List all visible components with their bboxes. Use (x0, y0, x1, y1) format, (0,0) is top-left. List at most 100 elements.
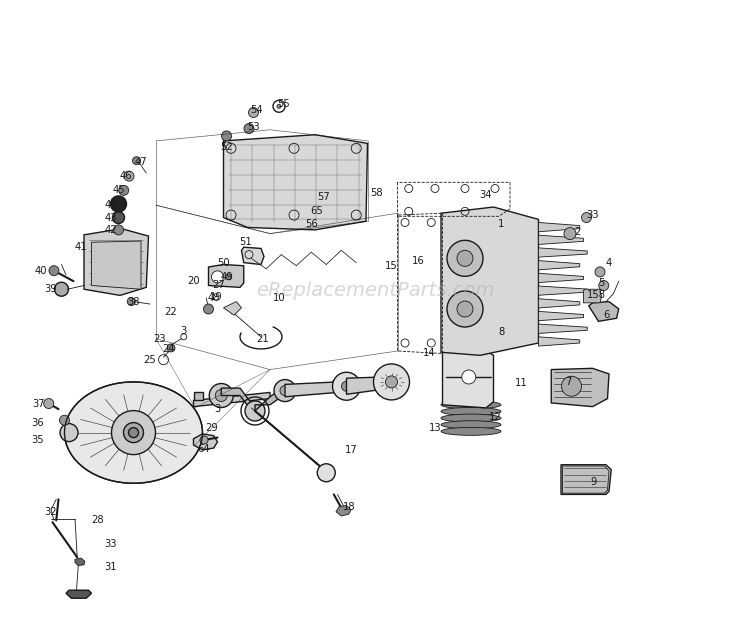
Circle shape (386, 376, 398, 388)
Circle shape (332, 372, 361, 400)
Text: 51: 51 (240, 237, 252, 247)
Ellipse shape (441, 407, 501, 415)
Text: 65: 65 (310, 206, 323, 216)
Ellipse shape (441, 428, 501, 435)
Polygon shape (336, 506, 351, 516)
Text: 48: 48 (208, 293, 220, 303)
Text: 4: 4 (606, 258, 612, 268)
Polygon shape (551, 368, 609, 407)
Polygon shape (224, 135, 368, 230)
Text: 15: 15 (386, 261, 398, 271)
Circle shape (44, 399, 54, 408)
Polygon shape (221, 388, 255, 415)
Text: 24: 24 (163, 344, 175, 354)
Text: 39: 39 (45, 284, 57, 294)
Text: 8: 8 (498, 328, 504, 337)
Text: 55: 55 (278, 99, 290, 109)
Ellipse shape (441, 414, 501, 422)
Text: 19: 19 (209, 292, 222, 302)
Ellipse shape (353, 379, 361, 385)
Polygon shape (538, 261, 580, 270)
Circle shape (112, 410, 155, 455)
Polygon shape (538, 222, 580, 232)
Ellipse shape (343, 375, 350, 381)
Circle shape (317, 464, 335, 482)
Text: 5: 5 (598, 278, 604, 288)
Text: 6: 6 (603, 310, 609, 320)
Text: 23: 23 (154, 334, 166, 344)
Circle shape (124, 423, 143, 442)
Text: 52: 52 (220, 142, 233, 152)
Circle shape (128, 428, 139, 438)
Text: 57: 57 (318, 192, 331, 201)
Polygon shape (194, 392, 270, 407)
Circle shape (581, 213, 592, 222)
Polygon shape (584, 289, 602, 303)
Circle shape (244, 124, 254, 133)
Polygon shape (346, 377, 382, 394)
Text: 7: 7 (566, 377, 572, 387)
Text: 25: 25 (144, 355, 157, 365)
Polygon shape (255, 386, 285, 411)
Polygon shape (538, 298, 580, 308)
Circle shape (226, 274, 232, 280)
Circle shape (374, 364, 410, 400)
Polygon shape (538, 235, 584, 245)
Circle shape (59, 415, 70, 425)
Text: 50: 50 (217, 258, 229, 268)
Text: 53: 53 (248, 122, 259, 132)
Circle shape (447, 291, 483, 327)
Circle shape (124, 171, 134, 181)
Circle shape (274, 379, 296, 402)
Text: 46: 46 (120, 171, 132, 181)
Text: 36: 36 (32, 418, 44, 428)
Circle shape (60, 423, 78, 442)
Text: 10: 10 (273, 293, 285, 303)
Polygon shape (538, 286, 587, 295)
Circle shape (113, 225, 124, 235)
Circle shape (341, 381, 352, 391)
Circle shape (209, 384, 233, 407)
Circle shape (211, 271, 223, 283)
Text: 11: 11 (514, 378, 528, 388)
Circle shape (447, 240, 483, 276)
Polygon shape (75, 558, 85, 565)
Circle shape (221, 131, 232, 141)
Text: 35: 35 (32, 435, 44, 445)
Circle shape (133, 157, 140, 164)
Text: 18: 18 (343, 502, 355, 512)
Polygon shape (538, 311, 584, 321)
Polygon shape (66, 590, 92, 598)
Circle shape (55, 282, 68, 296)
Circle shape (277, 104, 281, 108)
Text: 158: 158 (586, 290, 606, 300)
Circle shape (598, 281, 609, 290)
Ellipse shape (332, 379, 340, 385)
Circle shape (564, 227, 576, 240)
Text: 29: 29 (205, 423, 218, 433)
Polygon shape (224, 302, 242, 315)
Text: 12: 12 (489, 412, 502, 422)
Text: 27: 27 (213, 280, 226, 290)
Circle shape (248, 108, 259, 117)
Circle shape (128, 298, 135, 305)
Text: 45: 45 (112, 185, 125, 195)
Text: 38: 38 (128, 297, 140, 307)
Circle shape (595, 267, 605, 277)
Polygon shape (92, 241, 141, 289)
Text: 28: 28 (92, 515, 104, 525)
Circle shape (462, 370, 476, 384)
Polygon shape (538, 248, 587, 257)
Ellipse shape (441, 401, 501, 408)
Polygon shape (84, 229, 148, 295)
Circle shape (457, 250, 473, 266)
Polygon shape (442, 351, 494, 408)
Polygon shape (561, 465, 611, 494)
Circle shape (49, 266, 59, 276)
Circle shape (200, 436, 208, 444)
Polygon shape (194, 392, 202, 400)
Text: 41: 41 (75, 242, 87, 252)
Ellipse shape (64, 382, 203, 483)
Ellipse shape (353, 387, 361, 393)
Text: 20: 20 (188, 276, 200, 286)
